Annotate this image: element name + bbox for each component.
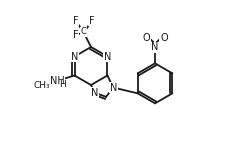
Text: N: N — [91, 88, 98, 98]
Text: F: F — [73, 30, 78, 40]
Text: O: O — [142, 33, 149, 43]
Text: C: C — [81, 27, 86, 36]
Text: NH: NH — [50, 76, 64, 86]
Text: H: H — [59, 80, 65, 89]
Text: N: N — [71, 51, 78, 61]
Text: F: F — [73, 16, 78, 26]
Text: N: N — [103, 51, 111, 61]
Text: N: N — [109, 83, 116, 93]
Text: O: O — [160, 33, 167, 43]
Text: F: F — [89, 16, 94, 26]
Text: N: N — [151, 42, 158, 52]
Text: CH₃: CH₃ — [34, 81, 50, 90]
